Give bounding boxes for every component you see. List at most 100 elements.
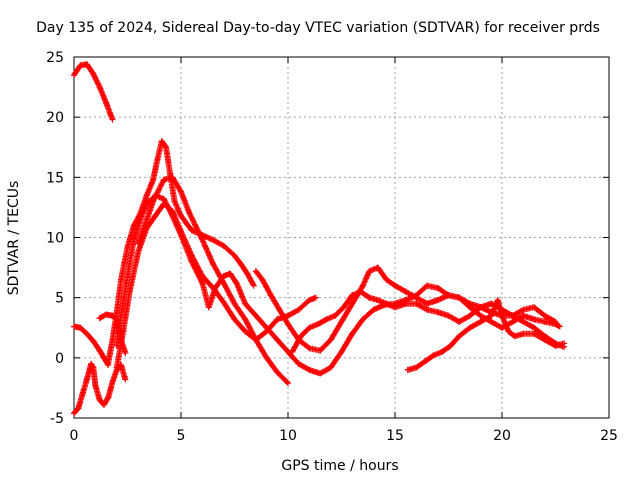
x-tick-label: 10 [279, 428, 297, 444]
x-tick-label: 0 [70, 428, 79, 444]
data-point [413, 364, 420, 371]
data-point [413, 300, 420, 307]
data-point [383, 276, 390, 283]
series-track-8 [135, 192, 563, 377]
data-point [205, 304, 212, 311]
data-point [113, 364, 120, 371]
data-point [79, 390, 86, 397]
data-point [317, 347, 324, 354]
data-point [186, 210, 193, 217]
data-point [402, 288, 409, 295]
data-point [359, 316, 366, 323]
data-point [100, 401, 107, 408]
data-point [424, 300, 431, 307]
series-marker-trail [71, 323, 111, 367]
data-point [430, 352, 437, 359]
data-point [267, 292, 274, 299]
data-point [96, 347, 103, 354]
data-point [199, 236, 206, 243]
data-point [488, 312, 495, 319]
y-tick-label: -5 [50, 411, 64, 427]
data-point [227, 270, 234, 277]
data-point [199, 280, 206, 287]
data-point [220, 280, 227, 287]
data-point [274, 369, 281, 376]
data-point [552, 342, 559, 349]
data-point [169, 174, 176, 181]
data-point [531, 324, 538, 331]
data-point [71, 323, 77, 330]
data-point [366, 268, 373, 275]
series-marker-trail [71, 61, 115, 122]
data-point [541, 336, 548, 343]
data-point [520, 318, 527, 325]
data-point [212, 285, 219, 292]
data-point [154, 156, 161, 163]
data-point [499, 324, 505, 331]
data-point [434, 309, 441, 316]
data-point [327, 336, 334, 343]
data-point [259, 276, 266, 283]
y-tick-label: 20 [46, 110, 64, 126]
data-point [231, 300, 238, 307]
series-track-3 [71, 360, 129, 417]
x-tick-label: 20 [493, 428, 511, 444]
data-point [392, 282, 398, 289]
data-point [178, 232, 184, 239]
data-point [466, 300, 473, 307]
data-point [77, 62, 84, 69]
data-point [520, 306, 527, 313]
data-point [244, 270, 251, 277]
data-point [160, 195, 167, 202]
data-point [210, 260, 217, 267]
data-point [124, 244, 131, 251]
data-point [71, 72, 77, 79]
data-point [83, 330, 90, 337]
data-point [143, 192, 150, 199]
data-point [392, 304, 398, 311]
data-point [242, 300, 249, 307]
data-point [340, 304, 347, 311]
data-point [509, 312, 516, 319]
data-point [252, 312, 259, 319]
data-point [531, 304, 538, 311]
data-point [295, 306, 302, 313]
data-point [83, 61, 90, 68]
data-point [424, 282, 431, 289]
data-point [434, 297, 441, 304]
data-point [357, 288, 364, 295]
data-point [160, 176, 167, 183]
data-point [556, 323, 563, 330]
data-point [445, 312, 452, 319]
data-point [152, 212, 159, 219]
data-point [466, 324, 473, 331]
series-track-1 [71, 61, 116, 123]
data-point [163, 144, 170, 151]
data-point [150, 176, 157, 183]
data-point [143, 216, 150, 223]
data-point [541, 312, 548, 319]
data-point [210, 236, 217, 243]
data-point [445, 292, 452, 299]
data-point [306, 366, 313, 373]
y-axis-label: SDTVAR / TECUs [6, 181, 22, 296]
y-tick-label: 5 [55, 291, 64, 307]
data-point [370, 306, 377, 313]
data-point [541, 318, 548, 325]
data-point [103, 99, 110, 106]
data-point [105, 359, 112, 366]
data-point [447, 342, 454, 349]
data-point [531, 316, 538, 323]
data-point [488, 300, 495, 307]
data-point [383, 300, 390, 307]
data-point [188, 258, 195, 265]
y-tick-label: 10 [46, 231, 64, 247]
data-point [561, 340, 568, 347]
data-point [96, 84, 103, 91]
data-point [250, 282, 257, 289]
data-point [135, 248, 142, 255]
data-point [237, 260, 244, 267]
data-point [327, 364, 334, 371]
y-tick-label: 15 [46, 170, 64, 186]
